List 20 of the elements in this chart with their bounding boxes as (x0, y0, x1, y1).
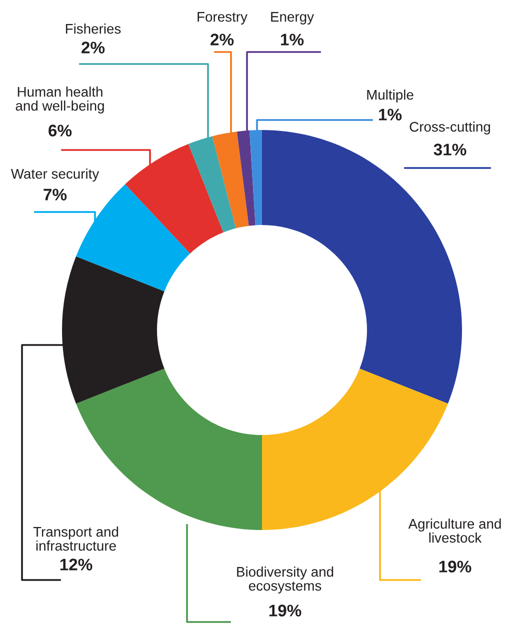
data-label: 19% (269, 604, 302, 616)
slice-label: Biodiversity and ecosystems (237, 566, 334, 594)
slice-label: Fisheries (66, 24, 121, 34)
data-label: 1% (281, 34, 304, 46)
data-label: 7% (44, 188, 67, 200)
slice-label: Transport and infrastructure (33, 526, 118, 551)
slice-label: Multiple (367, 90, 414, 102)
slice-label: Human health and well-being (16, 86, 104, 114)
slice-label: Water security (10, 168, 100, 182)
data-label: 31% (434, 144, 466, 156)
data-label: 1% (379, 108, 402, 120)
slice-label: Energy (271, 12, 314, 24)
data-label: 2% (82, 42, 105, 54)
slice-label: Forestry (198, 12, 248, 24)
data-label: 19% (439, 560, 472, 572)
slice-label: Cross-cutting (410, 122, 490, 134)
slice-label: Agriculture and livestock (408, 518, 501, 543)
data-label: 12% (60, 558, 92, 570)
data-label: 2% (210, 34, 234, 46)
data-label: 6% (48, 124, 72, 136)
